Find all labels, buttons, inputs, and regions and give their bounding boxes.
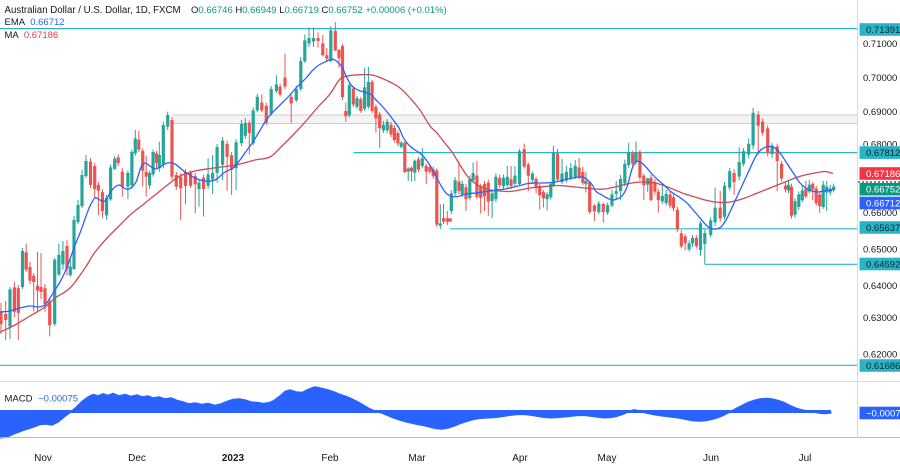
svg-text:−0.00075: −0.00075 — [866, 408, 900, 419]
svg-text:0.66712: 0.66712 — [866, 198, 900, 209]
svg-text:EMA 0.66712: EMA 0.66712 — [5, 17, 65, 28]
svg-text:MACD −0.00075: MACD −0.00075 — [5, 394, 79, 405]
svg-text:0.71000: 0.71000 — [863, 39, 897, 50]
svg-text:2023: 2023 — [222, 453, 245, 464]
svg-text:Australian Dollar / U.S. Dolla: Australian Dollar / U.S. Dollar, 1D, FXC… — [5, 5, 181, 16]
svg-text:Jul: Jul — [799, 453, 812, 464]
svg-text:Dec: Dec — [128, 453, 146, 464]
svg-text:MA 0.67186: MA 0.67186 — [5, 30, 59, 41]
svg-text:Jun: Jun — [703, 453, 719, 464]
svg-text:0.66752: 0.66752 — [866, 185, 900, 196]
svg-text:Feb: Feb — [321, 453, 339, 464]
svg-text:0.69000: 0.69000 — [863, 107, 897, 118]
svg-text:0.63000: 0.63000 — [863, 313, 897, 324]
svg-text:0.61686: 0.61686 — [866, 361, 900, 372]
svg-text:Mar: Mar — [408, 453, 426, 464]
svg-text:May: May — [598, 453, 617, 464]
svg-text:0.65000: 0.65000 — [863, 244, 897, 255]
svg-text:0.64592: 0.64592 — [866, 259, 900, 270]
svg-text:0.64000: 0.64000 — [863, 281, 897, 292]
svg-text:0.67186: 0.67186 — [866, 169, 900, 180]
svg-text:0.70000: 0.70000 — [863, 73, 897, 84]
svg-text:Apr: Apr — [512, 453, 528, 464]
svg-text:Nov: Nov — [34, 453, 52, 464]
svg-text:0.65637: 0.65637 — [866, 223, 900, 234]
svg-text:0.71391: 0.71391 — [866, 25, 900, 36]
svg-text:0.66000: 0.66000 — [863, 208, 897, 219]
svg-text:0.67812: 0.67812 — [866, 148, 900, 159]
svg-text:0.62000: 0.62000 — [863, 349, 897, 360]
svg-text:O0.66746 H0.66949 L0.66719 C0.: O0.66746 H0.66949 L0.66719 C0.66752 +0.0… — [191, 5, 447, 16]
